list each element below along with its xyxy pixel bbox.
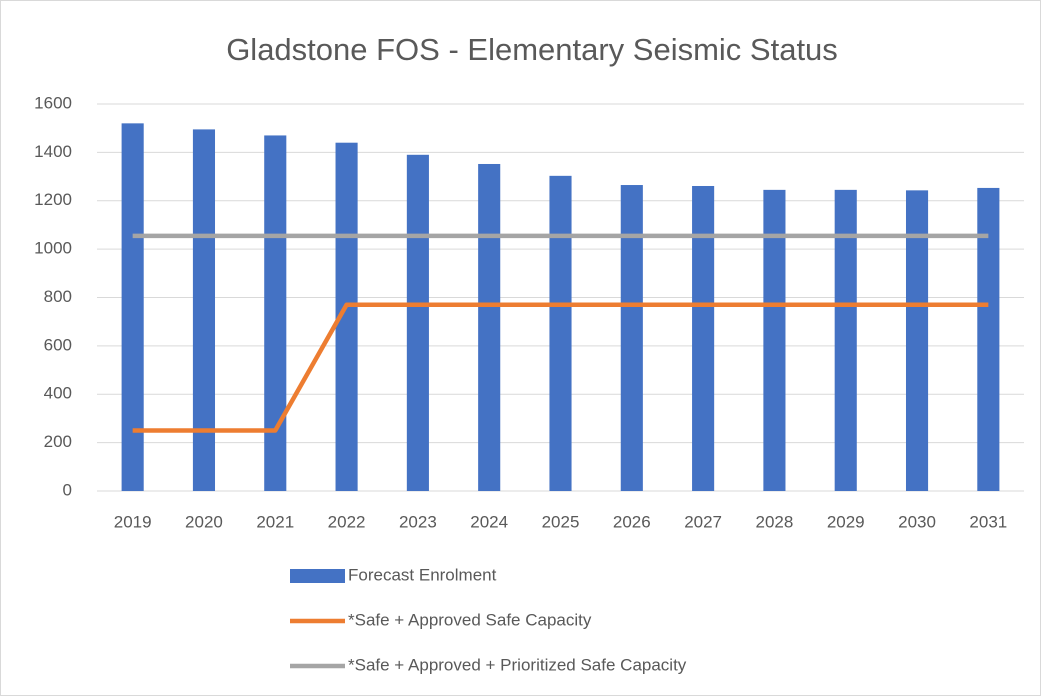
y-tick-label: 400 [44,384,72,403]
bar [977,187,1000,492]
x-tick-label: 2020 [185,512,223,531]
y-tick-label: 800 [44,287,72,306]
bar [121,123,144,491]
bar [834,189,857,491]
bar [406,154,429,491]
bar [620,185,643,491]
y-tick-label: 200 [44,432,72,451]
y-tick-label: 1400 [34,142,72,161]
legend-swatch [290,569,345,583]
x-tick-label: 2021 [256,512,294,531]
bar [763,189,786,491]
x-tick-label: 2024 [470,512,508,531]
line [132,302,989,433]
y-tick-label: 0 [63,480,72,499]
y-tick-label: 1000 [34,239,72,258]
y-tick-label: 600 [44,335,72,354]
legend-label: *Safe + Approved Safe Capacity [348,610,592,629]
bar [335,142,358,491]
bar [692,185,715,492]
x-tick-label: 2026 [613,512,651,531]
bar [264,135,287,491]
bar [905,190,929,492]
x-tick-label: 2030 [898,512,936,531]
x-tick-label: 2025 [542,512,580,531]
x-tick-label: 2028 [756,512,794,531]
legend-label: Forecast Enrolment [348,565,497,584]
bar [192,129,216,491]
x-tick-label: 2023 [399,512,437,531]
x-tick-label: 2031 [969,512,1007,531]
y-tick-label: 1600 [34,93,72,112]
y-tick-label: 1200 [34,190,72,209]
legend-label: *Safe + Approved + Prioritized Safe Capa… [348,655,687,674]
x-tick-label: 2019 [114,512,152,531]
bar [478,163,501,492]
x-tick-label: 2022 [328,512,366,531]
x-tick-label: 2027 [684,512,722,531]
bar [549,175,572,492]
x-tick-label: 2029 [827,512,865,531]
chart-title: Gladstone FOS - Elementary Seismic Statu… [226,32,838,67]
